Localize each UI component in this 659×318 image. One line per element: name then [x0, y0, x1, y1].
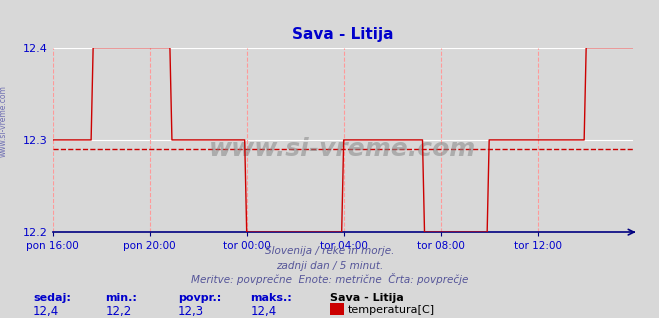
- Text: temperatura[C]: temperatura[C]: [348, 305, 435, 315]
- Text: Meritve: povprečne  Enote: metrične  Črta: povprečje: Meritve: povprečne Enote: metrične Črta:…: [191, 273, 468, 285]
- Text: 12,3: 12,3: [178, 305, 204, 318]
- Text: maks.:: maks.:: [250, 293, 292, 302]
- Text: 12,4: 12,4: [33, 305, 59, 318]
- Text: 12,4: 12,4: [250, 305, 277, 318]
- Title: Sava - Litija: Sava - Litija: [292, 27, 393, 42]
- Text: Sava - Litija: Sava - Litija: [330, 293, 403, 302]
- Text: sedaj:: sedaj:: [33, 293, 71, 302]
- Text: 12,2: 12,2: [105, 305, 132, 318]
- Text: zadnji dan / 5 minut.: zadnji dan / 5 minut.: [276, 261, 383, 271]
- Text: povpr.:: povpr.:: [178, 293, 221, 302]
- Text: www.si-vreme.com: www.si-vreme.com: [209, 137, 476, 161]
- Text: min.:: min.:: [105, 293, 137, 302]
- Text: Slovenija / reke in morje.: Slovenija / reke in morje.: [265, 246, 394, 256]
- Text: www.si-vreme.com: www.si-vreme.com: [0, 85, 8, 157]
